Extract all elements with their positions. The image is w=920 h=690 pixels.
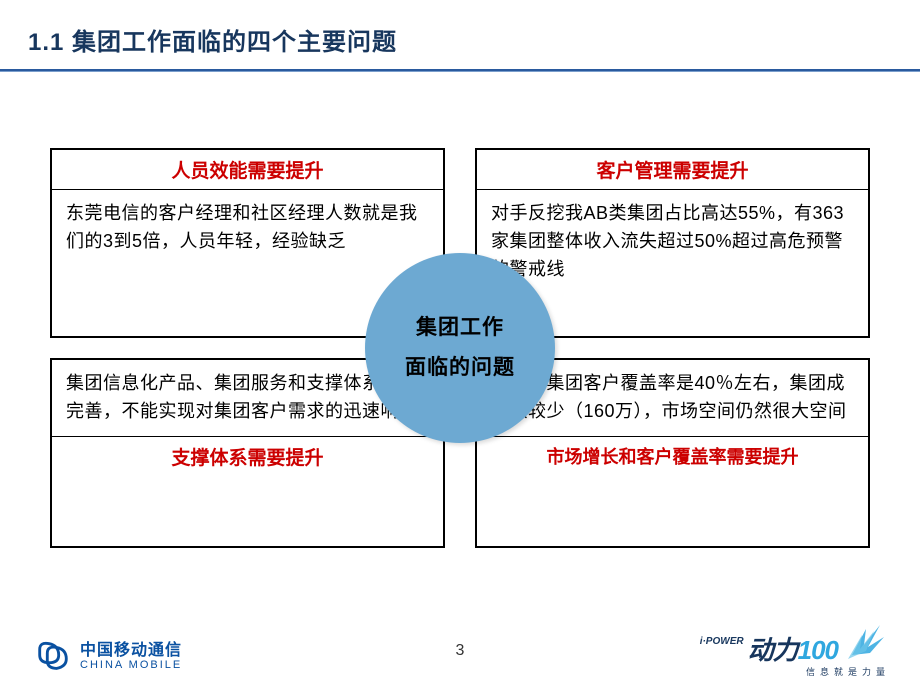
china-mobile-icon: [34, 638, 72, 676]
center-line1: 集团工作: [416, 308, 504, 348]
brand-num: 100: [798, 635, 838, 665]
slide-title: 1.1 集团工作面临的四个主要问题: [28, 22, 920, 57]
box-bl-header: 支撑体系需要提升: [52, 436, 443, 476]
box-tl-body: 东莞电信的客户经理和社区经理人数就是我们的3到5倍，人员年轻，经验缺乏: [52, 190, 443, 266]
title-bar: 1.1 集团工作面临的四个主要问题: [0, 0, 920, 57]
box-tr-body: 对手反挖我AB类集团占比高达55%，有363家集团整体收入流失超过50%超过高危…: [477, 190, 868, 294]
title-underline: [0, 69, 920, 72]
cm-logo-en: CHINA MOBILE: [80, 660, 182, 672]
center-circle: 集团工作 面临的问题: [365, 253, 555, 443]
box-tl-header: 人员效能需要提升: [52, 150, 443, 190]
spark-icon: [844, 623, 890, 663]
page-number: 3: [456, 642, 465, 660]
ipower-label: i·POWER: [700, 636, 744, 647]
footer: 中国移动通信 CHINA MOBILE 3 i·POWER 动力100 信息就是…: [0, 615, 920, 690]
logo-ipower: i·POWER 动力100 信息就是力量: [700, 623, 890, 678]
center-line2: 面临的问题: [405, 348, 515, 388]
logo-china-mobile: 中国移动通信 CHINA MOBILE: [34, 638, 182, 676]
box-br-header: 市场增长和客户覆盖率需要提升: [477, 436, 868, 475]
brand-cn: 动力: [748, 635, 798, 665]
cm-logo-cn: 中国移动通信: [80, 643, 182, 660]
box-tr-header: 客户管理需要提升: [477, 150, 868, 190]
quadrant-diagram: 人员效能需要提升 东莞电信的客户经理和社区经理人数就是我们的3到5倍，人员年轻，…: [50, 148, 870, 548]
